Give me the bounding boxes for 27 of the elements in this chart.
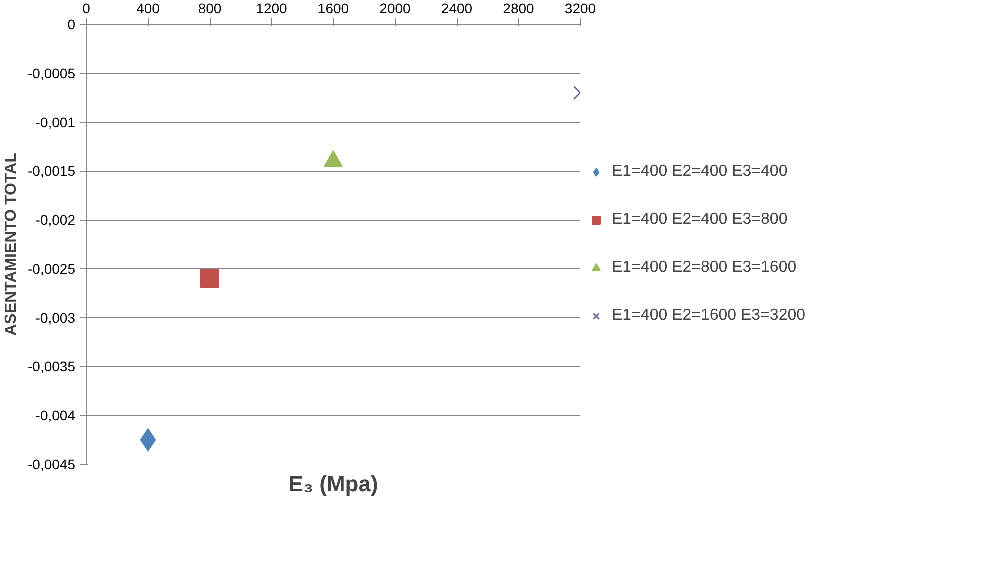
y-tick-label: -0,0045 bbox=[28, 456, 76, 472]
x-tick-label: 1200 bbox=[256, 0, 288, 16]
x-tick-label: 0 bbox=[82, 0, 91, 16]
x-axis-title: E₃ (Mpa) bbox=[288, 472, 378, 496]
point bbox=[140, 428, 156, 452]
y-tick-label: -0,004 bbox=[36, 408, 76, 424]
x-tick-label: 2800 bbox=[503, 0, 535, 16]
x-tick-label: 2000 bbox=[380, 0, 412, 16]
legend-label: E1=400 E2=400 E3=800 bbox=[612, 211, 788, 229]
y-tick-label: -0,003 bbox=[36, 310, 76, 326]
y-tick-label: -0,0035 bbox=[28, 358, 76, 375]
legend-label: E1=400 E2=800 E3=1600 bbox=[612, 259, 797, 277]
y-tick-label: 0 bbox=[68, 16, 76, 32]
x-tick-label: 800 bbox=[198, 0, 222, 16]
y-tick-label: -0,0015 bbox=[28, 163, 76, 180]
legend-label: E1=400 E2=400 E3=400 bbox=[612, 163, 788, 181]
point bbox=[200, 269, 220, 288]
x-tick-label: 400 bbox=[136, 0, 160, 16]
y-tick-label: -0,0005 bbox=[28, 65, 76, 82]
y-tick-label: -0,0025 bbox=[28, 260, 76, 277]
y-axis-title: ASENTAMIENTO TOTAL bbox=[3, 152, 20, 336]
x-tick-label: 2400 bbox=[441, 0, 473, 16]
x-tick-label: 1600 bbox=[318, 0, 350, 16]
y-tick-label: -0,001 bbox=[36, 114, 76, 130]
y-tick-label: -0,002 bbox=[36, 212, 76, 228]
legend-label: E1=400 E2=1600 E3=3200 bbox=[612, 307, 806, 325]
x-tick-label: 3200 bbox=[564, 0, 596, 16]
